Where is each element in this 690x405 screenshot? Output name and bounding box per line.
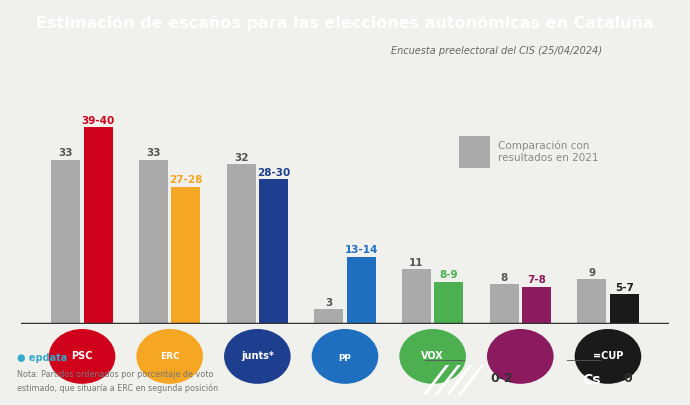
Bar [139,160,168,324]
Text: 32: 32 [234,153,248,163]
Text: 8: 8 [500,273,508,283]
Bar [171,187,200,324]
Text: Nota: Partidos ordenados por porcentaje de voto
estimado, que situaría a ERC en : Nota: Partidos ordenados por porcentaje … [17,371,218,392]
Bar [347,257,375,324]
Text: junts*: junts* [241,352,274,361]
Ellipse shape [487,329,553,384]
Bar [522,287,551,324]
Bar [51,160,80,324]
Text: Estimación de escaños para las elecciones autonómicas en Cataluña: Estimación de escaños para las eleccione… [36,15,654,31]
Text: 3: 3 [325,298,333,307]
Text: ● epdata: ● epdata [17,354,68,363]
Bar [435,281,463,324]
Text: Encuesta preelectoral del CIS (25/04/2024): Encuesta preelectoral del CIS (25/04/202… [391,46,602,55]
Bar [610,294,639,324]
Ellipse shape [575,329,641,384]
Text: 28-30: 28-30 [257,168,290,178]
Text: 39-40: 39-40 [81,115,115,126]
Text: Cs: Cs [582,373,601,387]
Text: VOX: VOX [422,352,444,361]
Ellipse shape [400,329,466,384]
Bar [315,309,343,324]
Text: 13-14: 13-14 [344,245,378,255]
Ellipse shape [137,329,203,384]
Text: 33: 33 [59,148,73,158]
Text: 5-7: 5-7 [615,283,633,292]
Ellipse shape [312,329,378,384]
Text: 9: 9 [588,268,595,278]
Bar [227,164,255,324]
Text: ───────: ─────── [424,356,466,366]
Text: pp: pp [339,352,351,361]
Ellipse shape [49,329,115,384]
Text: 11: 11 [409,258,424,268]
Text: =CUP: =CUP [593,352,623,361]
Text: 27-28: 27-28 [169,175,203,185]
Ellipse shape [224,329,290,384]
Text: 0: 0 [623,372,632,385]
Text: ──────: ────── [566,356,601,366]
Bar [83,127,112,324]
Text: Comparación con
resultados en 2021: Comparación con resultados en 2021 [498,141,599,163]
Text: ERC: ERC [160,352,179,361]
Bar [490,284,519,324]
Bar [578,279,607,324]
Bar [402,269,431,324]
Text: 33: 33 [146,148,161,158]
Text: 8-9: 8-9 [440,270,458,280]
Text: PSC: PSC [71,352,92,361]
Text: 7-8: 7-8 [527,275,546,285]
Text: 0-2: 0-2 [490,372,513,385]
Bar [259,179,288,324]
Bar [459,136,490,168]
